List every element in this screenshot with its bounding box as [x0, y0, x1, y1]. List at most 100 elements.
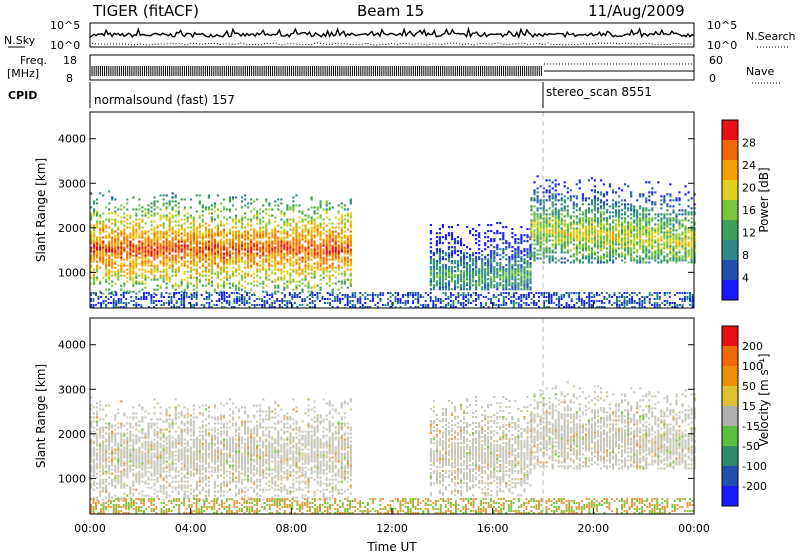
scatter-cell	[280, 276, 283, 279]
scatter-cell	[584, 243, 587, 246]
scatter-cell	[334, 234, 337, 237]
scatter-cell	[204, 254, 207, 257]
scatter-cell	[90, 216, 93, 219]
ground-scatter-cell	[301, 298, 304, 300]
ground-scatter-cell	[195, 296, 198, 298]
scatter-cell	[612, 233, 615, 236]
scatter-cell	[499, 266, 502, 269]
scatter-cell	[222, 224, 226, 227]
scatter-cell	[575, 243, 578, 246]
scatter-cell	[141, 260, 144, 263]
scatter-cell	[639, 261, 642, 264]
scatter-cell	[478, 234, 481, 237]
scatter-cell	[228, 276, 232, 279]
scatter-cell	[432, 262, 435, 265]
scatter-cell	[496, 288, 499, 291]
scatter-cell	[283, 256, 286, 259]
scatter-cell	[587, 211, 590, 214]
scatter-cell	[253, 236, 256, 239]
scatter-cell	[286, 260, 289, 263]
scatter-cell	[542, 225, 545, 228]
scatter-cell	[256, 254, 259, 257]
scatter-cell	[123, 230, 126, 233]
ground-scatter-cell	[160, 300, 163, 302]
scatter-cell	[536, 225, 539, 228]
scatter-cell	[99, 242, 102, 245]
scatter-cell	[319, 236, 322, 239]
scatter-cell	[463, 280, 466, 283]
scatter-cell	[168, 264, 171, 267]
scatter-cell	[672, 251, 675, 254]
scatter-cell	[584, 239, 587, 242]
scatter-cell	[523, 266, 526, 269]
scatter-cell	[557, 237, 560, 240]
scatter-cell	[210, 208, 213, 211]
scatter-cell	[90, 246, 93, 249]
scatter-cell	[654, 223, 657, 226]
ground-scatter-cell	[150, 294, 153, 296]
scatter-cell	[286, 234, 289, 237]
scatter-cell	[675, 243, 678, 246]
scatter-cell	[222, 232, 226, 235]
ground-scatter-cell	[195, 304, 198, 306]
scatter-cell	[459, 250, 463, 253]
scatter-cell	[195, 240, 198, 243]
scatter-cell	[265, 268, 268, 271]
ground-scatter-cell	[117, 300, 120, 302]
scatter-cell	[651, 233, 654, 236]
ground-scatter-cell	[140, 304, 143, 306]
scatter-cell	[183, 262, 186, 265]
scatter-cell	[539, 239, 542, 242]
scatter-cell	[114, 282, 117, 285]
ground-scatter-cell	[110, 296, 113, 298]
scatter-cell	[450, 270, 454, 273]
scatter-cell	[289, 234, 292, 237]
scatter-cell	[183, 250, 186, 253]
scatter-cell	[93, 282, 96, 285]
scatter-cell	[599, 193, 603, 196]
scatter-cell	[590, 211, 593, 214]
scatter-cell	[469, 278, 472, 281]
scatter-cell	[533, 255, 536, 258]
scatter-cell	[90, 224, 93, 227]
scatter-cell	[253, 254, 256, 257]
scatter-cell	[144, 278, 147, 281]
scatter-cell	[210, 232, 213, 235]
scatter-cell	[542, 205, 545, 208]
scatter-cell	[259, 264, 262, 267]
scatter-cell	[621, 221, 624, 224]
scatter-cell	[481, 270, 484, 273]
scatter-cell	[687, 199, 690, 202]
scatter-cell	[286, 272, 289, 275]
scatter-cell	[192, 242, 195, 245]
scatter-cell	[584, 209, 587, 212]
scatter-cell	[114, 240, 117, 243]
scatter-cell	[618, 187, 621, 190]
scatter-cell	[126, 226, 129, 229]
scatter-cell	[639, 227, 642, 230]
scatter-cell	[144, 244, 147, 247]
scatter-cell	[150, 254, 153, 257]
scatter-cell	[159, 214, 162, 217]
scatter-cell	[280, 230, 283, 233]
scatter-cell	[636, 249, 639, 252]
scatter-cell	[286, 280, 289, 283]
scatter-cell	[481, 274, 484, 277]
scatter-cell	[265, 228, 268, 231]
scatter-cell	[533, 197, 536, 200]
scatter-cell	[289, 242, 292, 245]
scatter-cell	[286, 236, 289, 239]
scatter-cell	[123, 238, 126, 241]
ground-scatter-cell	[258, 304, 261, 306]
scatter-cell	[337, 250, 340, 253]
scatter-cell	[481, 272, 484, 275]
ground-scatter-cell	[105, 306, 108, 308]
scatter-cell	[147, 250, 150, 253]
scatter-cell	[349, 222, 352, 225]
scatter-cell	[672, 233, 675, 236]
scatter-cell	[645, 229, 648, 232]
scatter-cell	[120, 222, 123, 225]
ground-scatter-cell	[147, 292, 150, 294]
scatter-cell	[168, 244, 171, 247]
scatter-cell	[693, 237, 696, 240]
